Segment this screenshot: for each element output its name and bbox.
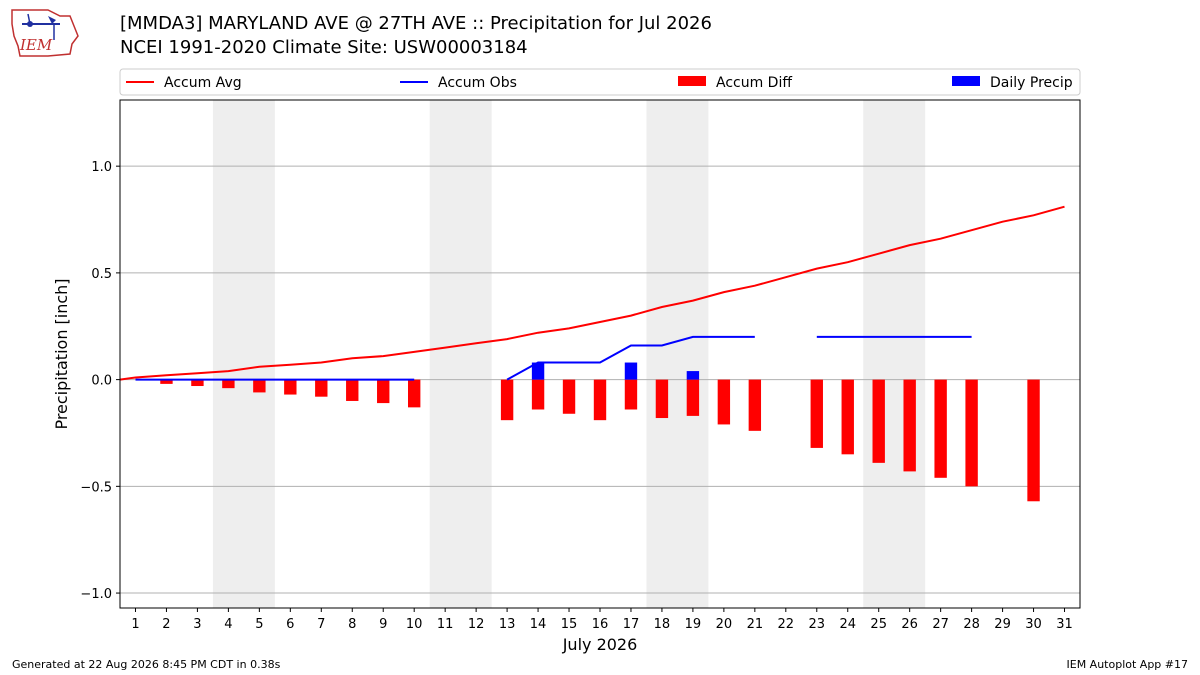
accum-diff-bar bbox=[315, 379, 328, 397]
accum-diff-bar bbox=[872, 379, 885, 463]
x-tick-label: 5 bbox=[255, 617, 263, 632]
iem-logo: IEM bbox=[11, 9, 79, 57]
accum-diff-bar bbox=[810, 379, 823, 448]
x-tick-label: 30 bbox=[1025, 617, 1042, 632]
legend-label: Accum Avg bbox=[164, 75, 242, 91]
legend-label: Accum Diff bbox=[716, 75, 792, 91]
x-axis-ticks: 1 2 3 4 5 6 7 8 9 10 11 12 13 14 15 16 17 18 19 20 21 22 23 24 2… bbox=[131, 608, 1073, 632]
legend-label: Daily Precip bbox=[990, 75, 1073, 91]
legend-swatch bbox=[952, 76, 980, 86]
chart-subtitle: NCEI 1991-2020 Climate Site: USW00003184 bbox=[120, 37, 528, 58]
weekend-band-3 bbox=[863, 100, 926, 608]
y-axis-label: Precipitation [inch] bbox=[52, 278, 71, 429]
x-tick-label: 18 bbox=[654, 617, 671, 632]
accum-diff-bar bbox=[191, 379, 204, 387]
legend-box bbox=[119, 68, 1081, 96]
weekend-band-1 bbox=[429, 100, 492, 608]
bars bbox=[160, 362, 1040, 502]
weekend-bands bbox=[212, 100, 926, 608]
x-tick-label: 29 bbox=[994, 617, 1011, 632]
accum-diff-bar bbox=[253, 379, 266, 393]
accum-diff-bar bbox=[562, 379, 576, 414]
footer-app: IEM Autoplot App #17 bbox=[1066, 658, 1189, 671]
x-tick-label: 14 bbox=[530, 617, 547, 632]
x-tick-label: 9 bbox=[379, 617, 387, 632]
accum-diff-bar bbox=[377, 379, 390, 404]
x-tick-label: 11 bbox=[437, 617, 454, 632]
accum-diff-bar bbox=[531, 379, 545, 410]
x-tick-label: 21 bbox=[747, 617, 764, 632]
x-tick-label: 26 bbox=[901, 617, 918, 632]
accum-diff-bar bbox=[841, 379, 854, 455]
accum-diff-bar bbox=[717, 379, 731, 425]
x-tick-label: 16 bbox=[592, 617, 609, 632]
chart-title: [MMDA3] MARYLAND AVE @ 27TH AVE :: Preci… bbox=[120, 13, 712, 34]
x-tick-label: 7 bbox=[317, 617, 325, 632]
x-tick-label: 28 bbox=[963, 617, 980, 632]
x-tick-label: 23 bbox=[809, 617, 826, 632]
accum-diff-bar bbox=[500, 379, 514, 421]
y-axis-ticks: −1.0 −0.5 0.0 0.5 1.0 bbox=[80, 160, 120, 602]
x-tick-label: 24 bbox=[839, 617, 856, 632]
accum-diff-bar bbox=[655, 379, 669, 419]
x-tick-label: 13 bbox=[499, 617, 516, 632]
x-tick-label: 4 bbox=[224, 617, 232, 632]
weekend-band-0 bbox=[212, 100, 275, 608]
accum-diff-bar bbox=[624, 379, 638, 410]
y-tick-label: −0.5 bbox=[80, 480, 112, 495]
x-tick-label: 2 bbox=[162, 617, 170, 632]
weekend-band-2 bbox=[646, 100, 709, 608]
daily-precip-bar bbox=[531, 362, 545, 380]
lines bbox=[119, 205, 1065, 381]
accum-diff-bar bbox=[408, 379, 421, 408]
x-tick-label: 17 bbox=[623, 617, 640, 632]
x-tick-label: 10 bbox=[406, 617, 423, 632]
x-tick-label: 8 bbox=[348, 617, 356, 632]
x-tick-label: 25 bbox=[870, 617, 887, 632]
x-tick-label: 15 bbox=[561, 617, 578, 632]
x-tick-label: 6 bbox=[286, 617, 294, 632]
legend: Accum Avg Accum Obs Accum Diff Daily Precip bbox=[119, 68, 1081, 96]
daily-precip-bar bbox=[686, 371, 700, 380]
accum-diff-bar bbox=[160, 379, 173, 384]
daily-precip-bar bbox=[624, 362, 638, 380]
accum-diff-bar bbox=[284, 379, 297, 395]
legend-swatch bbox=[678, 76, 706, 86]
x-tick-label: 1 bbox=[131, 617, 139, 632]
y-tick-label: 0.5 bbox=[91, 267, 112, 282]
accum-diff-bar bbox=[748, 379, 762, 431]
x-tick-label: 19 bbox=[685, 617, 702, 632]
accum-diff-bar bbox=[686, 379, 700, 416]
accum-diff-bar bbox=[1027, 379, 1040, 502]
y-tick-label: 0.0 bbox=[91, 374, 112, 389]
logo-text: IEM bbox=[19, 36, 53, 54]
footer-generated: Generated at 22 Aug 2026 8:45 PM CDT in … bbox=[12, 658, 281, 671]
accum-avg-line bbox=[119, 205, 1065, 381]
x-tick-label: 31 bbox=[1056, 617, 1073, 632]
accum-diff-bar bbox=[903, 379, 916, 472]
accum-diff-bar bbox=[934, 379, 947, 478]
x-tick-label: 22 bbox=[778, 617, 795, 632]
x-tick-label: 27 bbox=[932, 617, 949, 632]
y-tick-label: 1.0 bbox=[91, 160, 112, 175]
x-tick-label: 20 bbox=[716, 617, 733, 632]
x-axis-label: July 2026 bbox=[562, 635, 638, 654]
accum-diff-bar bbox=[593, 379, 607, 421]
legend-label: Accum Obs bbox=[438, 75, 517, 91]
y-tick-label: −1.0 bbox=[80, 587, 112, 602]
accum-diff-bar bbox=[965, 379, 978, 487]
accum-obs-line bbox=[506, 335, 755, 381]
accum-diff-bar bbox=[346, 379, 359, 401]
x-tick-label: 3 bbox=[193, 617, 201, 632]
x-tick-label: 12 bbox=[468, 617, 485, 632]
accum-diff-bar bbox=[222, 379, 235, 389]
